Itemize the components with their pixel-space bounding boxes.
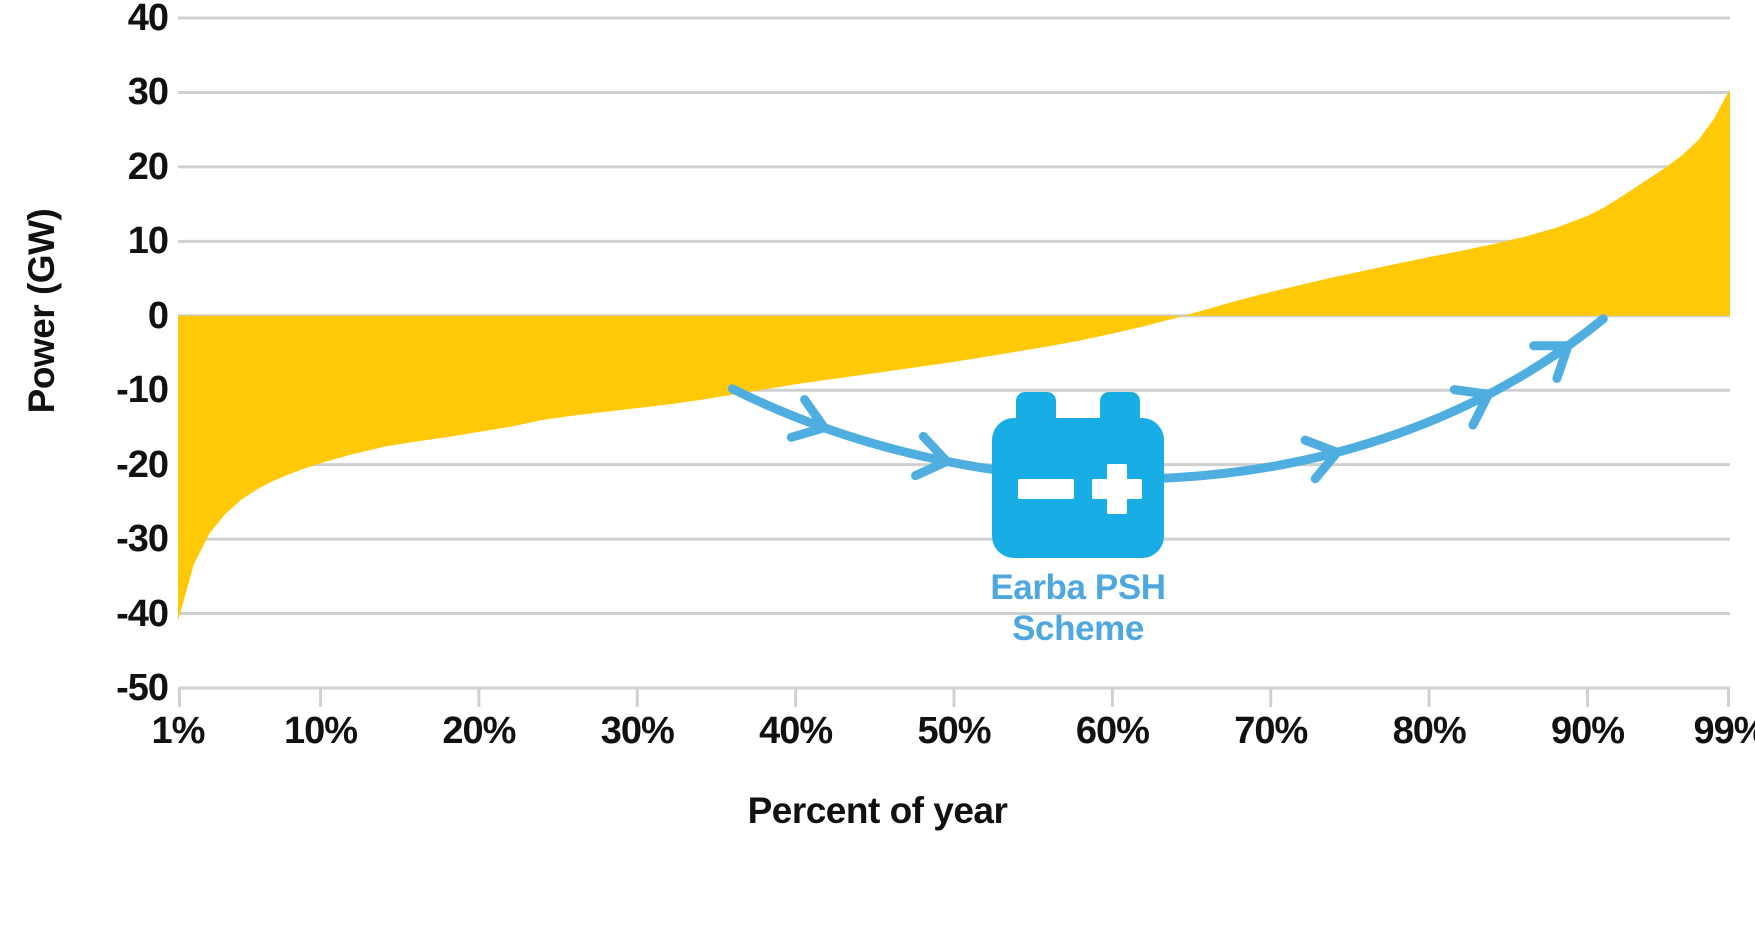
y-axis-title: Power (GW) [21,208,62,414]
y-tick-label: -10 [116,369,169,412]
x-axis-ticks [178,688,1730,707]
y-tick-label: 30 [127,71,169,114]
y-tick-label: -50 [116,667,169,709]
y-axis-tick-labels: 40 30 20 10 0 -10 -20 -30 -40 -50 [58,0,169,740]
x-tick-label: 70% [1234,710,1308,752]
x-tick-label: 80% [1392,710,1467,752]
y-tick-label: -40 [116,592,169,635]
x-tick-label: 60% [1075,710,1150,752]
area-series [178,89,1730,622]
arrowhead [911,431,952,481]
x-axis-tick-labels: 1% 10% 20% 30% 40% 50% 60% 70% 80% 90% 99% [0,712,1755,782]
x-tick-label: 10% [283,710,358,752]
y-tick-label: -30 [116,518,169,561]
arrowhead [786,395,829,442]
arrowhead [1449,385,1493,430]
x-tick-label: 30% [600,710,675,752]
arrowhead [1529,341,1573,383]
y-tick-label: 10 [127,220,169,263]
plot-svg [178,16,1730,707]
x-tick-label: 50% [917,710,991,752]
y-tick-label: 20 [127,145,169,188]
y-tick-label: -20 [116,443,169,486]
area-series-layer [178,89,1730,622]
x-tick-label: 1% [151,710,206,752]
arrowhead [1300,435,1342,484]
x-tick-label: 90% [1550,710,1625,752]
x-tick-label: 99% [1693,710,1755,752]
x-axis-title: Percent of year [747,790,1008,831]
x-tick-label: 40% [759,710,833,752]
x-tick-label: 20% [442,710,516,752]
y-tick-label: 0 [147,294,169,337]
y-tick-label: 40 [127,0,169,39]
plot-area [178,16,1730,707]
